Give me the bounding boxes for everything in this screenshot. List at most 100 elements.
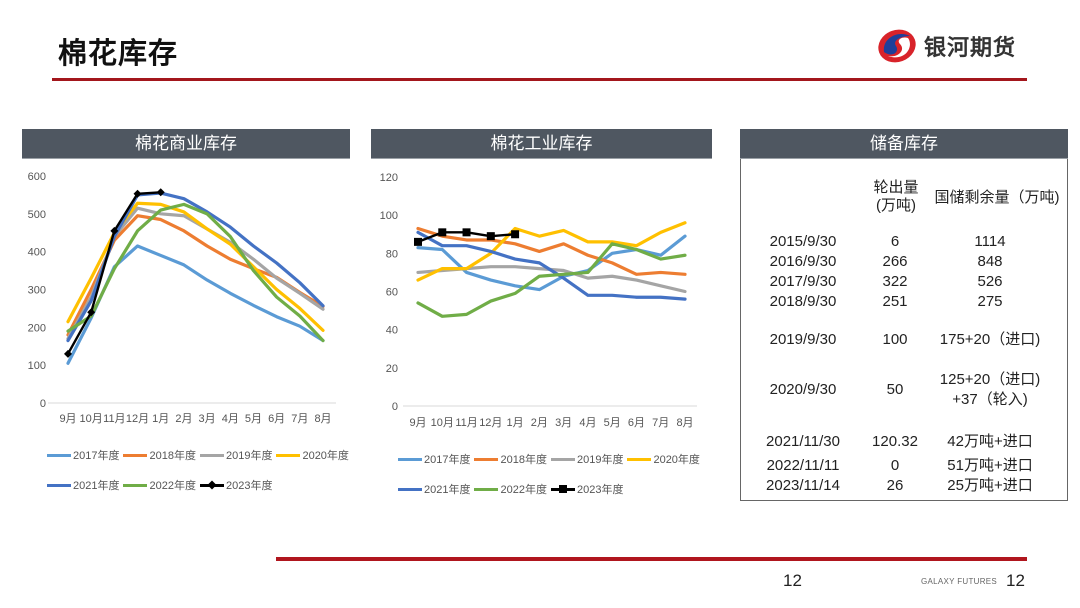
legend-label: 2023年度 [225, 480, 273, 492]
x-tick-label: 2月 [175, 413, 192, 425]
company-logo: 银河期货 [876, 28, 1016, 64]
x-tick-label: 5月 [604, 417, 621, 429]
legend-row: 2017年度 2018年度 2019年度 2020年度 [398, 451, 704, 467]
reserve-row-remain: 125+20（进口) [939, 371, 1041, 388]
galaxy-logo-icon [878, 29, 916, 63]
legend-item: 2018年度 [474, 451, 547, 467]
legend-swatch [123, 483, 148, 487]
legend-item: 2017年度 [398, 451, 470, 467]
legend-label: 2021年度 [424, 484, 471, 496]
legend-swatch [474, 457, 499, 461]
commercial-stock-panel-title: 棉花商业库存 [22, 129, 350, 159]
reserve-row-date: 2023/11/14 [766, 477, 840, 494]
legend-item: 2023年度 [550, 481, 623, 497]
y-tick-label: 60 [386, 287, 398, 299]
x-tick-label: 9月 [59, 413, 76, 425]
x-tick-label: 9月 [409, 417, 426, 429]
legend-swatch [398, 487, 422, 491]
legend-label: 2019年度 [576, 454, 624, 466]
reserve-row-remain: 848 [977, 253, 1003, 270]
reserve-row-remain: 42万吨+进口 [947, 433, 1033, 450]
x-tick-label: 7月 [652, 417, 669, 429]
legend-label: 2022年度 [500, 484, 547, 496]
reserve-row-date: 2015/9/30 [769, 233, 837, 250]
reserve-row-remain: 51万吨+进口 [947, 457, 1033, 474]
x-tick-label: 12月 [479, 417, 502, 429]
legend-label: 2021年度 [73, 480, 120, 492]
y-tick-label: 100 [380, 210, 398, 222]
reserve-row-date: 2018/9/30 [769, 293, 837, 310]
x-tick-label: 1月 [507, 417, 524, 429]
reserve-row-out: 26 [886, 477, 904, 494]
legend-swatch [47, 483, 71, 487]
page-title: 棉花库存 [58, 36, 179, 70]
column-header-out-line1: 轮出量 [873, 179, 919, 196]
reserve-row-out: 322 [882, 273, 908, 290]
reserve-row-out: 0 [890, 457, 900, 474]
legend-item: 2020年度 [627, 451, 700, 467]
legend-swatch [398, 457, 422, 461]
reserve-row-out: 120.32 [872, 433, 918, 450]
legend-row: 2021年度 2022年度 2023年度 [398, 481, 704, 497]
series-marker-2023 [64, 349, 72, 358]
reserve-row-date: 2022/11/11 [766, 457, 840, 474]
industrial-stock-chart: 0 20 40 60 80 100 120 9月 10月 11月 12月 1月 2月 3月 4月 5月 6月 7月… [380, 172, 697, 429]
legend-label: 2020年度 [653, 454, 700, 466]
reserve-row-date: 2021/11/30 [766, 433, 840, 450]
series-line-2022 [66, 202, 325, 343]
reserve-row-out: 100 [882, 331, 908, 348]
y-tick-label: 0 [40, 398, 46, 410]
legend-swatch [123, 453, 148, 457]
x-tick-label: 10月 [431, 417, 454, 429]
series-line-2018 [66, 214, 325, 337]
legend-swatch [276, 453, 301, 457]
commercial-stock-legend: 2017年度 2018年度 2019年度 2020年度 2021年度 2022年度 2023… [47, 447, 353, 507]
legend-row: 2021年度 2022年度 2023年度 [47, 477, 353, 493]
legend-item: 2019年度 [199, 447, 272, 463]
series-line-2020 [416, 221, 687, 282]
column-header-remain: 国储剩余量（万吨) [934, 189, 1060, 206]
legend-item: 2020年度 [276, 447, 349, 463]
y-tick-label: 600 [28, 171, 46, 183]
series-marker-2023 [156, 188, 165, 197]
y-tick-label: 100 [28, 360, 46, 372]
reserve-row-remain: 175+20（进口) [939, 331, 1041, 348]
x-tick-label: 6月 [268, 413, 285, 425]
y-tick-label: 120 [380, 172, 398, 184]
x-tick-label: 1月 [152, 413, 169, 425]
legend-label: 2018年度 [149, 450, 196, 462]
x-tick-label: 5月 [245, 413, 262, 425]
series-marker-2023 [462, 228, 471, 237]
reserve-row-out: 251 [882, 293, 908, 310]
column-header-out-line2: (万吨) [876, 197, 916, 214]
legend-label: 2020年度 [302, 450, 349, 462]
legend-item: 2021年度 [398, 481, 470, 497]
y-tick-label: 20 [386, 363, 398, 375]
industrial-stock-legend: 2017年度 2018年度 2019年度 2020年度 2021年度 2022年度 2023… [398, 451, 704, 511]
reserve-row-remain-extra: +37（轮入) [952, 391, 1028, 408]
series-line-2021 [416, 230, 687, 301]
y-tick-label: 0 [392, 401, 398, 413]
reserve-row-remain: 1114 [974, 233, 1006, 250]
x-tick-label: 4月 [222, 413, 239, 425]
y-tick-label: 80 [386, 248, 398, 260]
y-tick-label: 500 [28, 209, 46, 221]
series-marker-2023 [414, 237, 422, 246]
commercial-stock-chart: 0 100 200 300 400 500 600 9月 10月 11月 12月 1月 2月 3月 4月 5月… [28, 171, 336, 425]
bottom-rule-divider [276, 557, 1027, 561]
legend-marker-icon [558, 484, 567, 493]
legend-item: 2022年度 [474, 481, 547, 497]
y-tick-label: 200 [28, 322, 46, 334]
logo-text: 银河期货 [924, 36, 1017, 61]
legend-swatch [474, 487, 499, 491]
industrial-stock-panel-title: 棉花工业库存 [371, 129, 712, 159]
series-marker-2023 [110, 226, 119, 235]
x-tick-label: 3月 [199, 413, 216, 425]
legend-item: 2017年度 [47, 447, 119, 463]
x-tick-label: 3月 [555, 417, 572, 429]
reserve-row-out: 50 [886, 381, 904, 398]
legend-swatch [550, 484, 575, 493]
legend-label: 2018年度 [500, 454, 547, 466]
legend-row: 2017年度 2018年度 2019年度 2020年度 [47, 447, 353, 463]
